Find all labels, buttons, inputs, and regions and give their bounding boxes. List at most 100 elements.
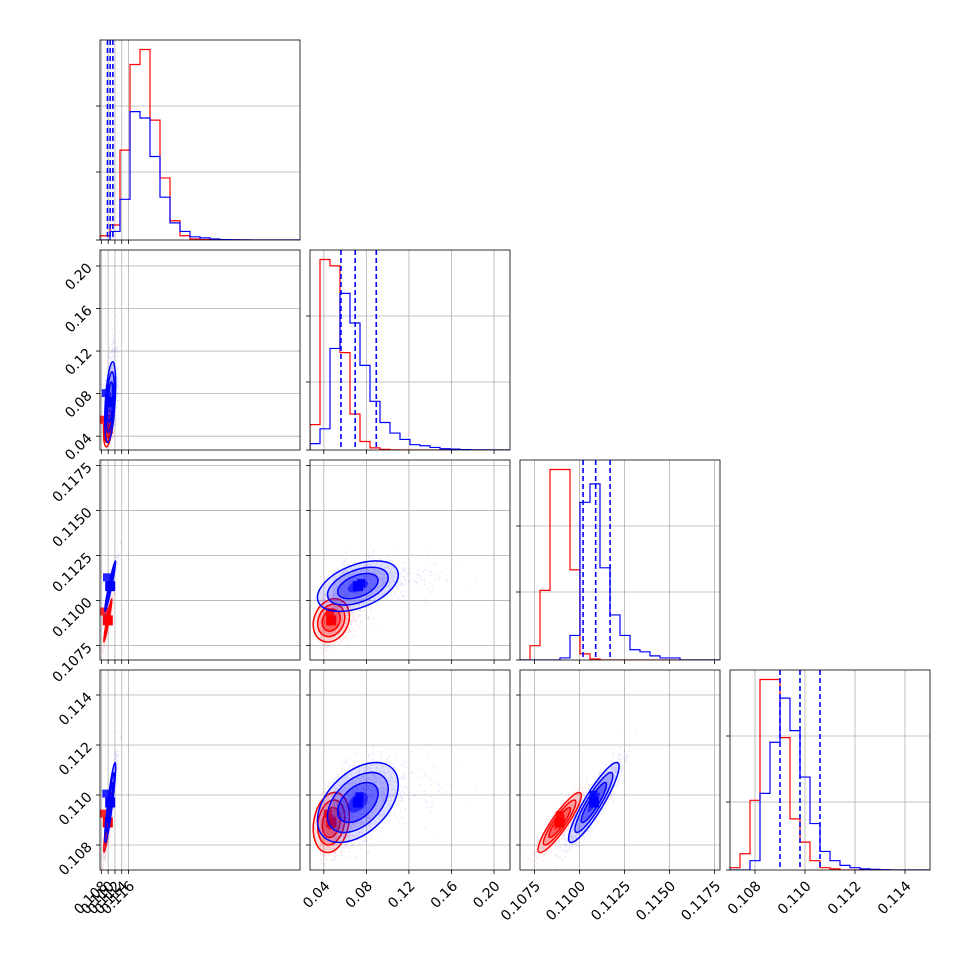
x-tick-label: 0.108 xyxy=(725,878,765,918)
contour-line-red xyxy=(321,608,342,632)
contour-line-red xyxy=(537,791,583,854)
core-blue xyxy=(352,792,364,808)
x-tick-label: 0.20 xyxy=(470,878,503,911)
contour-line-blue xyxy=(316,560,400,613)
histogram-red xyxy=(520,468,720,660)
core-square-red xyxy=(102,615,113,626)
core-blue xyxy=(103,573,116,592)
contour-line-blue xyxy=(316,761,400,844)
panel-content xyxy=(100,541,122,654)
core-red xyxy=(100,415,113,434)
core-square-red xyxy=(326,615,337,626)
x-tick-labels-3: 0.108 0.110 0.112 0.114 xyxy=(725,878,915,918)
core-square-blue xyxy=(105,797,116,808)
scatter-cloud-blue xyxy=(332,543,477,628)
x-tick-labels-2: 0.1075 0.1100 0.1125 0.1150 0.1175 xyxy=(498,878,724,924)
core-square-blue xyxy=(588,797,599,808)
scatter-points-red xyxy=(320,570,379,654)
x-tick-label: 0.04 xyxy=(300,878,333,911)
core-blue xyxy=(101,389,116,408)
panel-content xyxy=(312,735,477,870)
histogram-blue xyxy=(520,483,720,660)
x-tick-label: 0.1100 xyxy=(543,878,589,924)
x-tick-label: 0.1150 xyxy=(633,878,679,924)
x-tick-label: 0.12 xyxy=(385,878,418,911)
y-tick-label: 0.04 xyxy=(62,430,95,463)
scatter-points-blue xyxy=(332,543,477,628)
scatter-panel-2-0 xyxy=(96,459,301,664)
panel-frame xyxy=(309,669,511,871)
scatter-panel-1-0 xyxy=(96,249,301,454)
contour-line-blue xyxy=(567,761,620,844)
contour-line-blue xyxy=(336,781,379,824)
core-square-red xyxy=(326,817,337,828)
x-tick-label: 0.112 xyxy=(825,878,865,918)
core-square-blue xyxy=(357,578,366,587)
x-tick-label: 0.1075 xyxy=(498,878,544,924)
scatter-cloud-red xyxy=(320,570,379,654)
contour-line-blue xyxy=(336,572,379,600)
panel-content xyxy=(312,543,477,654)
core-square-blue xyxy=(105,581,116,592)
panel-frame xyxy=(309,249,511,451)
core-red xyxy=(554,811,565,828)
y-tick-label: 0.1125 xyxy=(50,550,96,596)
panel-frame xyxy=(99,39,301,241)
y-tick-labels-3: 0.108 0.110 0.112 0.114 xyxy=(56,689,96,879)
core-blue xyxy=(352,578,366,592)
histogram-red xyxy=(730,678,930,870)
core-square-blue xyxy=(101,389,110,398)
core-blue xyxy=(102,789,116,808)
contour-line-red xyxy=(321,806,342,839)
core-square-red xyxy=(554,817,565,828)
histogram-blue xyxy=(310,292,510,450)
histogram-panel-1 xyxy=(306,249,511,454)
core-blue xyxy=(588,790,599,808)
panel-content xyxy=(100,282,121,448)
y-tick-label: 0.08 xyxy=(62,388,95,421)
x-tick-label: 0.110 xyxy=(775,878,815,918)
x-tick-labels-1: 0.04 0.08 0.12 0.16 0.20 xyxy=(300,878,504,911)
y-tick-label: 0.1175 xyxy=(50,460,96,506)
core-square-blue xyxy=(355,792,364,801)
contour-line-blue xyxy=(574,771,614,834)
core-square-red xyxy=(555,811,564,820)
scatter-panel-3-2 xyxy=(516,669,721,874)
histogram-panel-2 xyxy=(516,459,721,664)
core-square-blue xyxy=(589,790,598,799)
histogram-red xyxy=(310,258,510,450)
y-tick-label: 0.20 xyxy=(62,260,95,293)
y-tick-label: 0.1100 xyxy=(50,595,96,641)
core-red xyxy=(325,608,337,626)
y-tick-label: 0.12 xyxy=(62,345,95,378)
panel-content xyxy=(527,730,637,869)
panel-frame xyxy=(99,669,301,871)
histogram-panel-0 xyxy=(96,39,301,244)
panel-frame xyxy=(99,459,301,661)
y-tick-label: 0.16 xyxy=(62,303,95,336)
panel-frame xyxy=(99,249,301,451)
x-tick-label: 0.114 xyxy=(875,878,915,918)
scatter-panel-2-1 xyxy=(306,459,511,664)
y-tick-label: 0.108 xyxy=(56,839,96,879)
panel-frame xyxy=(309,459,511,661)
y-tick-label: 0.110 xyxy=(56,789,96,829)
contour-line-red xyxy=(316,799,346,846)
x-tick-label: 0.1125 xyxy=(588,878,634,924)
core-square-red xyxy=(100,415,108,424)
contour-line-blue xyxy=(326,566,389,606)
core-square-blue xyxy=(105,397,116,408)
y-tick-label: 0.1150 xyxy=(50,505,96,551)
panel-content xyxy=(100,730,122,870)
contour-line-blue xyxy=(326,771,389,834)
y-tick-labels-1: 0.04 0.08 0.12 0.16 0.20 xyxy=(62,260,95,464)
x-tick-label: 0.08 xyxy=(343,878,376,911)
panel-frame xyxy=(519,459,721,661)
contour-line-red xyxy=(312,597,351,643)
y-tick-label: 0.1075 xyxy=(50,640,96,686)
panel-frame xyxy=(519,669,721,871)
core-square-red xyxy=(325,608,334,617)
